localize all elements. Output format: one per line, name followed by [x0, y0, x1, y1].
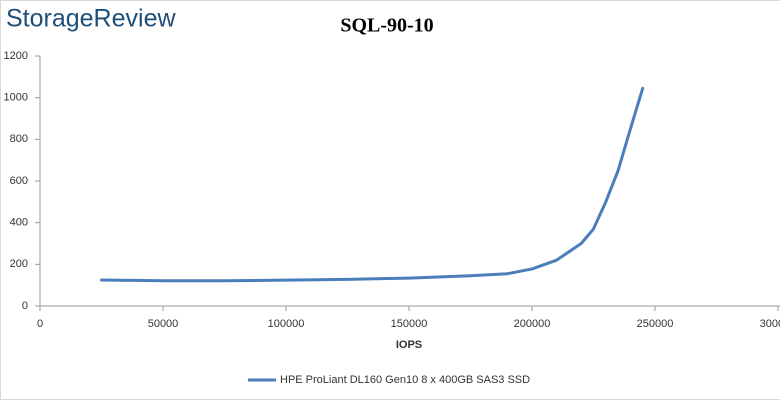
- x-tick-label: 300000: [760, 318, 780, 330]
- x-axis-title: IOPS: [396, 339, 422, 351]
- y-tick-label: 1000: [4, 92, 28, 104]
- x-tick-label: 150000: [391, 318, 428, 330]
- series-line: [100, 86, 645, 283]
- x-tick-label: 0: [37, 318, 43, 330]
- y-tick-label: 400: [10, 217, 28, 229]
- y-tick-label: 800: [10, 133, 28, 145]
- x-tick-label: 100000: [268, 318, 305, 330]
- x-tick-label: 200000: [514, 318, 551, 330]
- x-tick-label: 250000: [637, 318, 674, 330]
- y-tick-label: 600: [10, 175, 28, 187]
- y-tick-label: 1200: [4, 50, 28, 62]
- x-tick-label: 50000: [148, 318, 179, 330]
- y-tick-label: 0: [22, 300, 28, 312]
- y-tick-label: 200: [10, 258, 28, 270]
- logo: StorageReview: [6, 5, 176, 33]
- chart-title: SQL-90-10: [340, 15, 433, 37]
- legend-label: HPE ProLiant DL160 Gen10 8 x 400GB SAS3 …: [280, 374, 530, 386]
